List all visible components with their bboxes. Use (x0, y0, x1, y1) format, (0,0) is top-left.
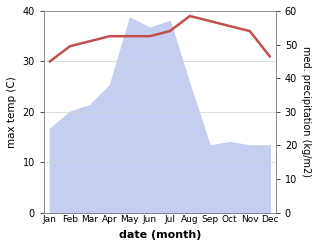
X-axis label: date (month): date (month) (119, 230, 201, 240)
Y-axis label: med. precipitation (kg/m2): med. precipitation (kg/m2) (301, 46, 311, 177)
Y-axis label: max temp (C): max temp (C) (7, 76, 17, 148)
